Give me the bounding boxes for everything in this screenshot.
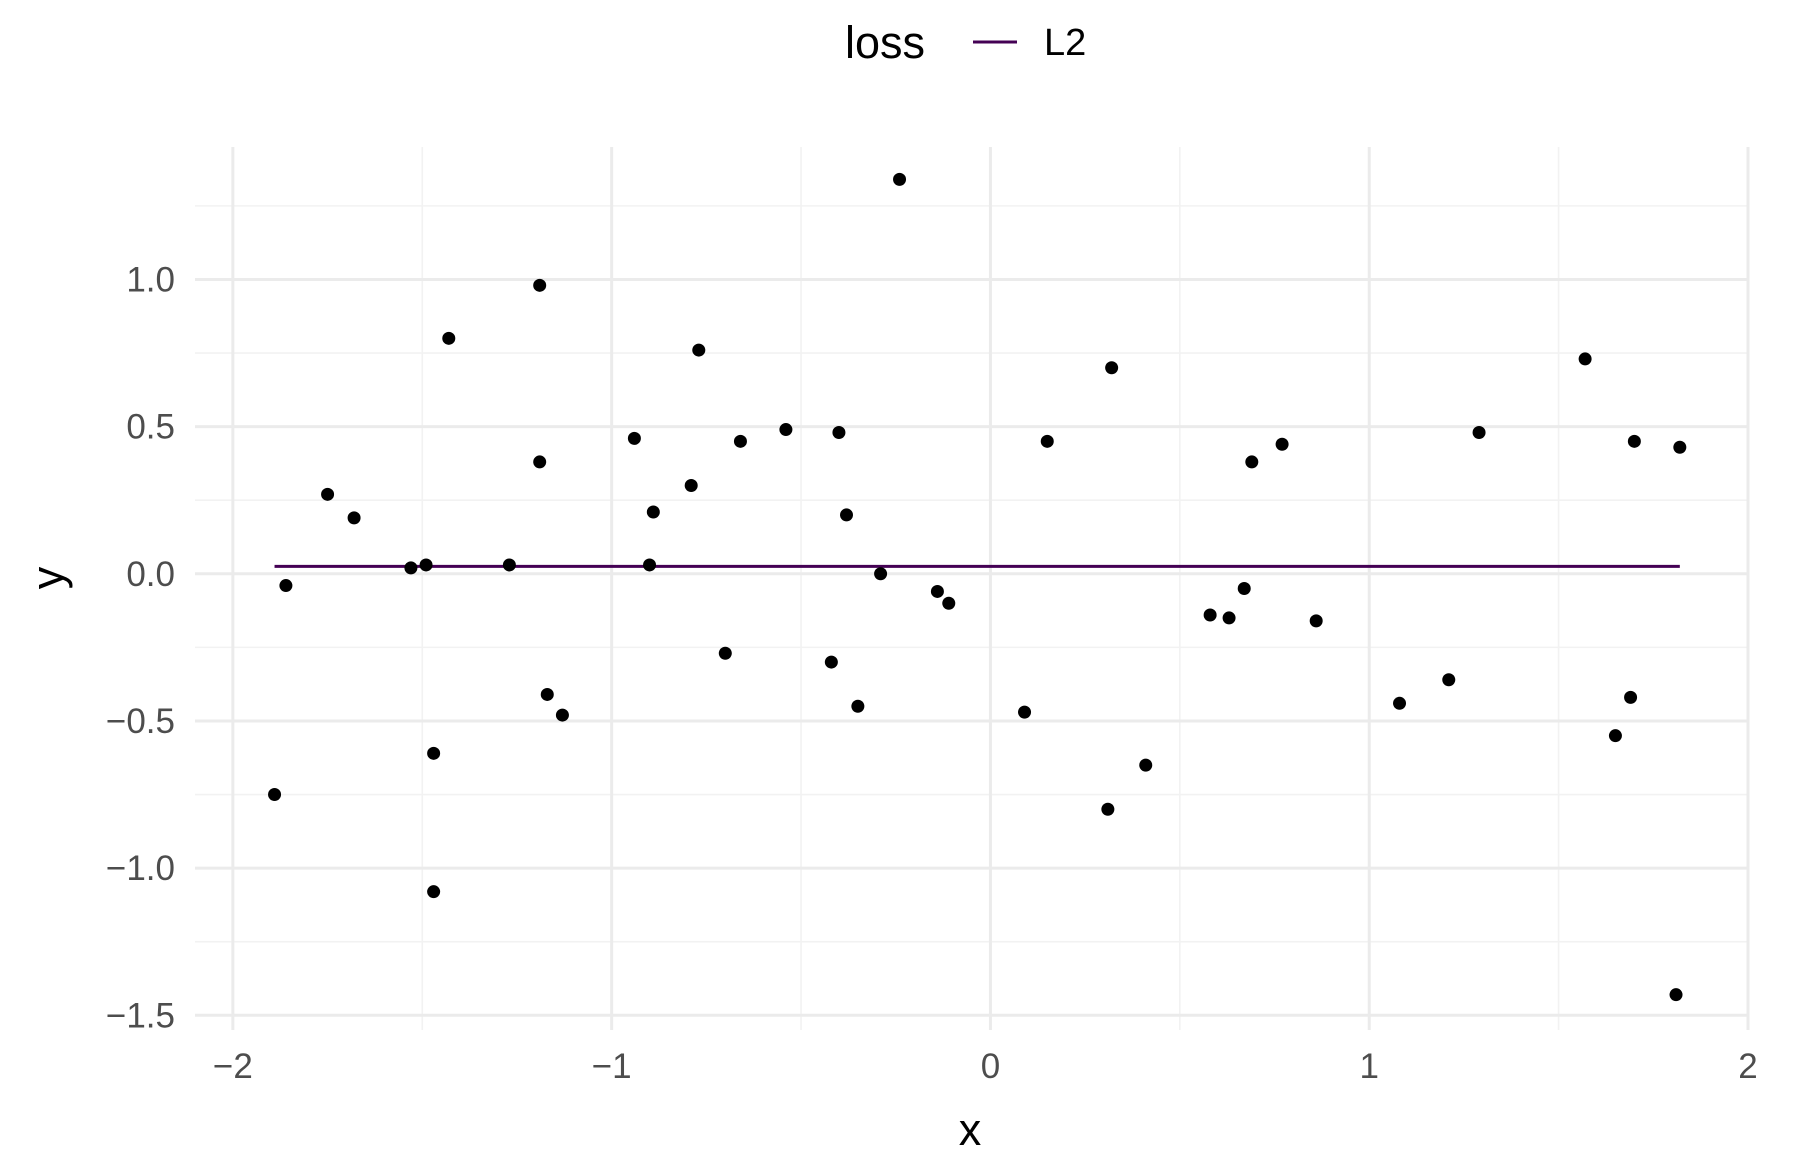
x-tick-label: 2 bbox=[1738, 1047, 1757, 1086]
x-axis-title: x bbox=[959, 1104, 982, 1155]
data-point bbox=[1578, 352, 1592, 366]
y-axis-tick-labels: −1.5 −1.0 −0.5 0.0 0.5 1.0 bbox=[106, 260, 175, 1035]
x-axis-tick-labels: −2 −1 0 1 2 bbox=[213, 1047, 1758, 1086]
x-tick-label: 1 bbox=[1359, 1047, 1378, 1086]
data-point bbox=[1245, 455, 1259, 469]
data-point bbox=[851, 699, 865, 713]
data-point bbox=[1222, 611, 1236, 625]
data-point bbox=[1040, 434, 1054, 448]
data-point bbox=[1101, 802, 1115, 816]
data-point bbox=[1309, 614, 1323, 628]
data-point bbox=[1673, 440, 1687, 454]
data-point bbox=[419, 558, 433, 572]
data-point bbox=[627, 431, 641, 445]
data-point bbox=[540, 687, 554, 701]
data-point bbox=[442, 331, 456, 345]
data-point bbox=[533, 455, 547, 469]
data-point bbox=[874, 567, 888, 581]
y-tick-label: −0.5 bbox=[106, 702, 175, 741]
data-point bbox=[893, 172, 907, 186]
data-point bbox=[502, 558, 516, 572]
data-point bbox=[1203, 608, 1217, 622]
data-point bbox=[1669, 988, 1683, 1002]
data-point bbox=[279, 579, 293, 593]
y-tick-label: −1.5 bbox=[106, 996, 175, 1035]
data-point bbox=[733, 434, 747, 448]
x-tick-label: 0 bbox=[981, 1047, 1000, 1086]
data-point bbox=[643, 558, 657, 572]
data-point bbox=[347, 511, 361, 525]
data-point bbox=[840, 508, 854, 522]
data-point bbox=[942, 596, 956, 610]
legend: loss L2 bbox=[845, 17, 1086, 68]
data-point bbox=[1472, 426, 1486, 440]
data-point bbox=[684, 478, 698, 492]
x-tick-label: −1 bbox=[592, 1047, 632, 1086]
data-point bbox=[404, 561, 418, 575]
points-layer bbox=[268, 172, 1687, 1002]
data-point bbox=[1275, 437, 1289, 451]
data-point bbox=[1018, 705, 1032, 719]
data-point bbox=[1139, 758, 1153, 772]
major-gridlines bbox=[195, 147, 1750, 1030]
minor-gridlines bbox=[195, 147, 1748, 1030]
data-point bbox=[1105, 361, 1119, 375]
data-point bbox=[930, 584, 944, 598]
data-point bbox=[1608, 729, 1622, 743]
y-tick-label: −1.0 bbox=[106, 849, 175, 888]
data-point bbox=[779, 423, 793, 437]
y-tick-label: 0.5 bbox=[126, 408, 175, 447]
data-point bbox=[427, 885, 441, 899]
data-point bbox=[692, 343, 706, 357]
data-point bbox=[646, 505, 660, 519]
data-point bbox=[718, 646, 732, 660]
data-point bbox=[1393, 696, 1407, 710]
data-point bbox=[1237, 582, 1251, 595]
data-point bbox=[832, 426, 846, 440]
x-tick-label: −2 bbox=[213, 1047, 253, 1086]
legend-label-l2: L2 bbox=[1044, 22, 1086, 64]
y-tick-label: 1.0 bbox=[126, 260, 175, 299]
y-axis-title: y bbox=[22, 566, 73, 589]
legend-title: loss bbox=[845, 17, 925, 68]
data-point bbox=[533, 278, 547, 292]
data-point bbox=[1624, 690, 1638, 704]
data-point bbox=[824, 655, 838, 669]
data-point bbox=[268, 788, 282, 802]
data-point bbox=[555, 708, 569, 722]
data-point bbox=[321, 487, 335, 501]
data-point bbox=[427, 746, 441, 760]
data-point bbox=[1442, 673, 1456, 687]
data-point bbox=[1627, 434, 1641, 448]
y-tick-label: 0.0 bbox=[126, 555, 175, 594]
